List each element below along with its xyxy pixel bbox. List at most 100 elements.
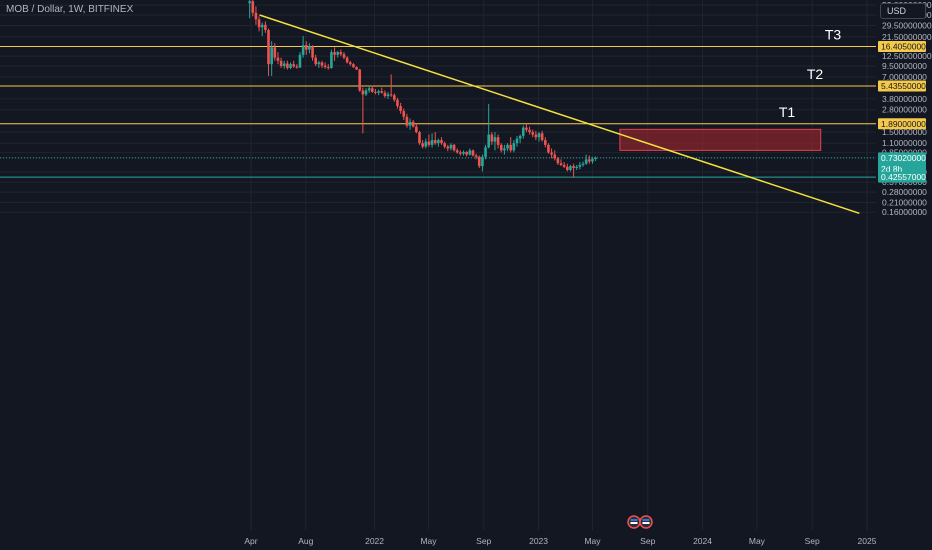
candle-body-57 (427, 141, 431, 145)
y-tick-label-3: 29.50000000 (882, 20, 932, 30)
level-label-t3: T3 (825, 26, 842, 42)
event-flag-stripe-b-0 (630, 522, 638, 524)
event-flag-stripe-b-1 (642, 522, 650, 524)
candle-body-63 (446, 146, 450, 149)
candle-body-14 (292, 64, 295, 67)
candle-body-87 (521, 127, 525, 136)
candle-body-15 (295, 66, 299, 68)
x-tick-label-3: May (420, 536, 437, 546)
badge-t2: 5.43550000 (881, 81, 926, 91)
candle-body-104 (575, 166, 579, 169)
candle-body-96 (550, 152, 553, 155)
candle-body-97 (553, 154, 557, 159)
event-flag-stripe-a-0 (630, 519, 638, 521)
candle-body-17 (301, 45, 305, 55)
candle-body-44 (386, 94, 390, 97)
candle-body-41 (377, 91, 380, 93)
candle-body-30 (342, 54, 346, 58)
badge-current-price: 0.73020000 (881, 153, 926, 163)
y-tick-label-10: 3.80000000 (882, 94, 927, 104)
candle-body-80 (499, 144, 503, 151)
candle-body-9 (276, 57, 280, 61)
y-tick-label-0: 68.00000000 (882, 0, 932, 1)
candle-body-109 (591, 158, 594, 162)
candle-body-31 (345, 57, 349, 63)
badge-t1: 1.89000000 (881, 119, 926, 129)
y-tick-label-13: 1.50000000 (882, 127, 927, 137)
y-tick-label-21: 0.21000000 (882, 197, 927, 207)
candle-body-69 (465, 151, 468, 155)
candle-body-85 (515, 138, 519, 144)
x-tick-label-7: Sep (640, 536, 655, 546)
currency-button[interactable]: USD (880, 3, 926, 19)
badge-current-price-countdown: 2d 8h (881, 164, 903, 174)
x-axis: Apr Aug 2022 May Sep 2023 May Sep 2024 May Sep 2025 (0, 530, 932, 550)
candle-body-6 (267, 29, 270, 65)
y-tick-label-7: 9.50000000 (882, 61, 927, 71)
candle-body-64 (449, 144, 453, 149)
candle-body-21 (314, 57, 318, 65)
candle-body-49 (402, 111, 406, 117)
candle-body-102 (569, 166, 572, 171)
candle-body-13 (289, 64, 292, 68)
candle-body-1 (251, 1, 255, 13)
candle-body-51 (408, 121, 412, 126)
x-tick-label-8: 2024 (693, 536, 712, 546)
candle-body-27 (333, 52, 336, 55)
resistance-zone[interactable] (619, 128, 822, 151)
chart-title: MOB / Dollar, 1W, BITFINEX (6, 4, 134, 15)
candle-body-74 (481, 156, 484, 167)
trendline[interactable] (259, 14, 860, 215)
candle-body-33 (352, 64, 355, 68)
candle-body-95 (547, 144, 550, 153)
candle-body-92 (537, 133, 541, 138)
zone-rect[interactable] (619, 128, 822, 151)
candle-body-67 (459, 152, 462, 154)
level-label-t1: T1 (779, 104, 796, 120)
candle-body-75 (484, 147, 487, 157)
candle-body-28 (336, 52, 340, 55)
candle-body-78 (493, 137, 497, 142)
x-tick-label-11: 2025 (858, 536, 877, 546)
candle-body-36 (361, 90, 365, 95)
y-tick-label-8: 7.00000000 (882, 72, 927, 82)
candle-body-105 (578, 164, 582, 167)
badge-current-price-bg (878, 152, 926, 175)
candle-body-2 (254, 12, 258, 20)
candle-body-29 (339, 52, 343, 55)
x-tick-label-6: May (584, 536, 601, 546)
candle-body-70 (468, 150, 472, 155)
trendline-line[interactable] (259, 14, 860, 215)
y-axis-bg (876, 0, 932, 550)
candle-body-107 (584, 159, 588, 164)
candle-body-20 (311, 46, 314, 58)
candle-body-56 (424, 141, 428, 147)
event-markers[interactable] (627, 515, 653, 529)
candle-body-42 (380, 91, 384, 93)
candle-body-83 (509, 144, 512, 151)
candle-body-68 (462, 151, 465, 154)
badge-t2-bg (878, 80, 926, 92)
candle-body-47 (396, 99, 399, 107)
candle-body-110 (594, 157, 597, 159)
candle-body-8 (273, 47, 277, 58)
candle-body-108 (588, 159, 591, 162)
candle-body-52 (411, 121, 415, 127)
candle-body-98 (556, 158, 560, 164)
candle-body-7 (270, 47, 273, 65)
x-tick-label-2: 2022 (365, 536, 384, 546)
candle-body-61 (440, 140, 443, 144)
candle-body-23 (320, 62, 324, 66)
candle-body-103 (572, 166, 575, 169)
y-tick-label-22: 0.16000000 (882, 207, 927, 217)
y-tick-label-20: 0.28000000 (882, 187, 927, 197)
y-tick-label-14: 1.10000000 (882, 138, 927, 148)
candle-body-73 (477, 156, 481, 167)
x-tick-label-1: Aug (298, 536, 313, 546)
candle-body-4 (260, 24, 264, 28)
candle-body-66 (455, 150, 459, 153)
candle-body-34 (355, 67, 358, 70)
x-tick-label-9: May (749, 536, 766, 546)
